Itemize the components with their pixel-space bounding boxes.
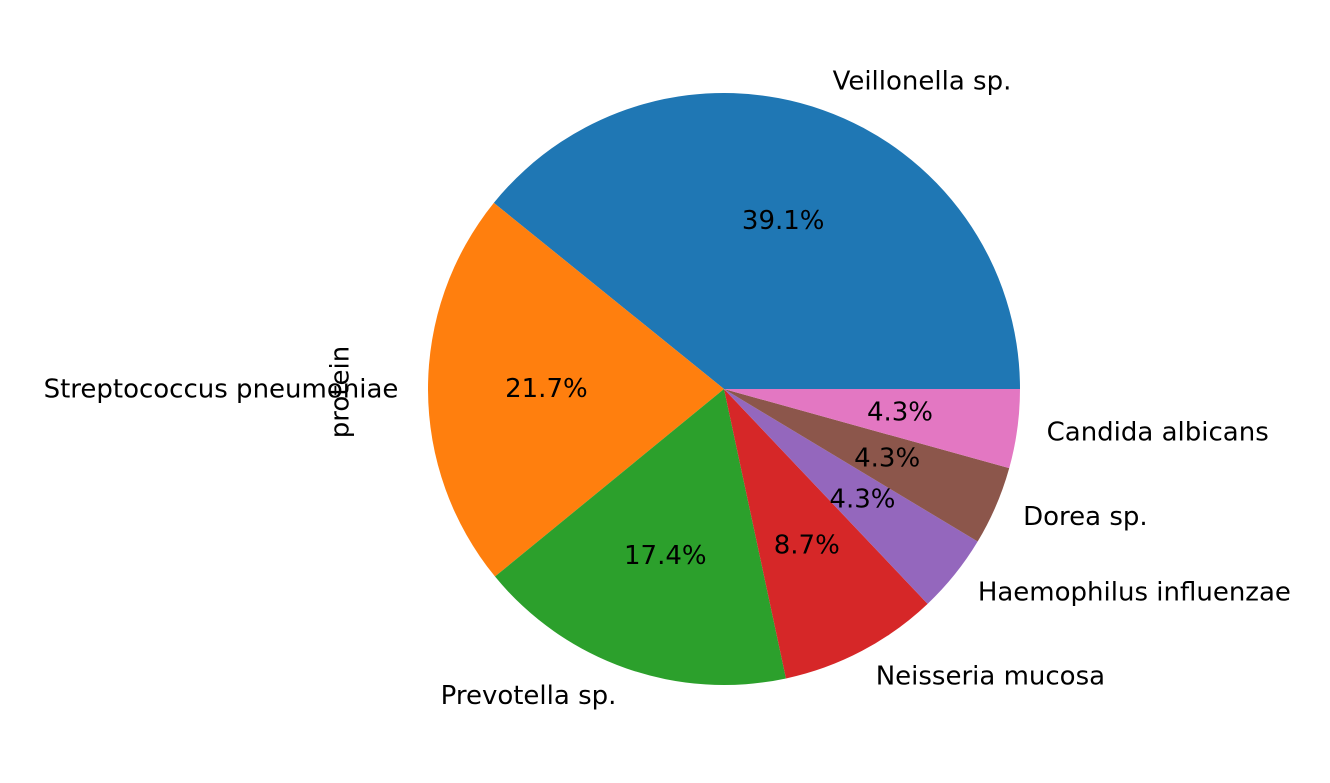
slice-percent-streptococcus-pneumoniae: 21.7% — [505, 374, 588, 404]
slice-label-veillonella-sp: Veillonella sp. — [833, 67, 1012, 97]
pie-slice-dorea-sp — [724, 389, 1010, 542]
pie-slice-veillonella-sp — [493, 93, 1021, 390]
slices-layer — [428, 93, 1021, 685]
slice-percent-haemophilus-influenzae: 4.3% — [829, 485, 895, 515]
pie-slice-neisseria-mucosa — [724, 389, 928, 679]
slice-percent-veillonella-sp: 39.1% — [742, 206, 825, 236]
slice-label-candida-albicans: Candida albicans — [1047, 417, 1269, 447]
slice-percent-dorea-sp: 4.3% — [854, 444, 920, 474]
slice-label-prevotella-sp: Prevotella sp. — [441, 681, 617, 711]
slice-percent-neisseria-mucosa: 8.7% — [774, 531, 840, 561]
slice-label-streptococcus-pneumoniae: Streptococcus pneumoniae — [44, 375, 399, 405]
slice-label-haemophilus-influenzae: Haemophilus influenzae — [978, 577, 1291, 607]
pie-slice-streptococcus-pneumoniae — [428, 202, 724, 577]
pie-slice-haemophilus-influenzae — [724, 389, 978, 604]
labels-layer: Veillonella sp. 39.1% Streptococcus pneumo… — [44, 67, 1291, 711]
pie-slice-candida-albicans — [724, 389, 1020, 469]
slice-percent-prevotella-sp: 17.4% — [624, 541, 707, 571]
pie-slice-prevotella-sp — [495, 389, 786, 685]
y-axis-label: protein — [326, 346, 356, 438]
slice-label-neisseria-mucosa: Neisseria mucosa — [876, 662, 1105, 692]
slice-percent-candida-albicans: 4.3% — [867, 397, 933, 427]
slice-label-dorea-sp: Dorea sp. — [1023, 502, 1148, 532]
